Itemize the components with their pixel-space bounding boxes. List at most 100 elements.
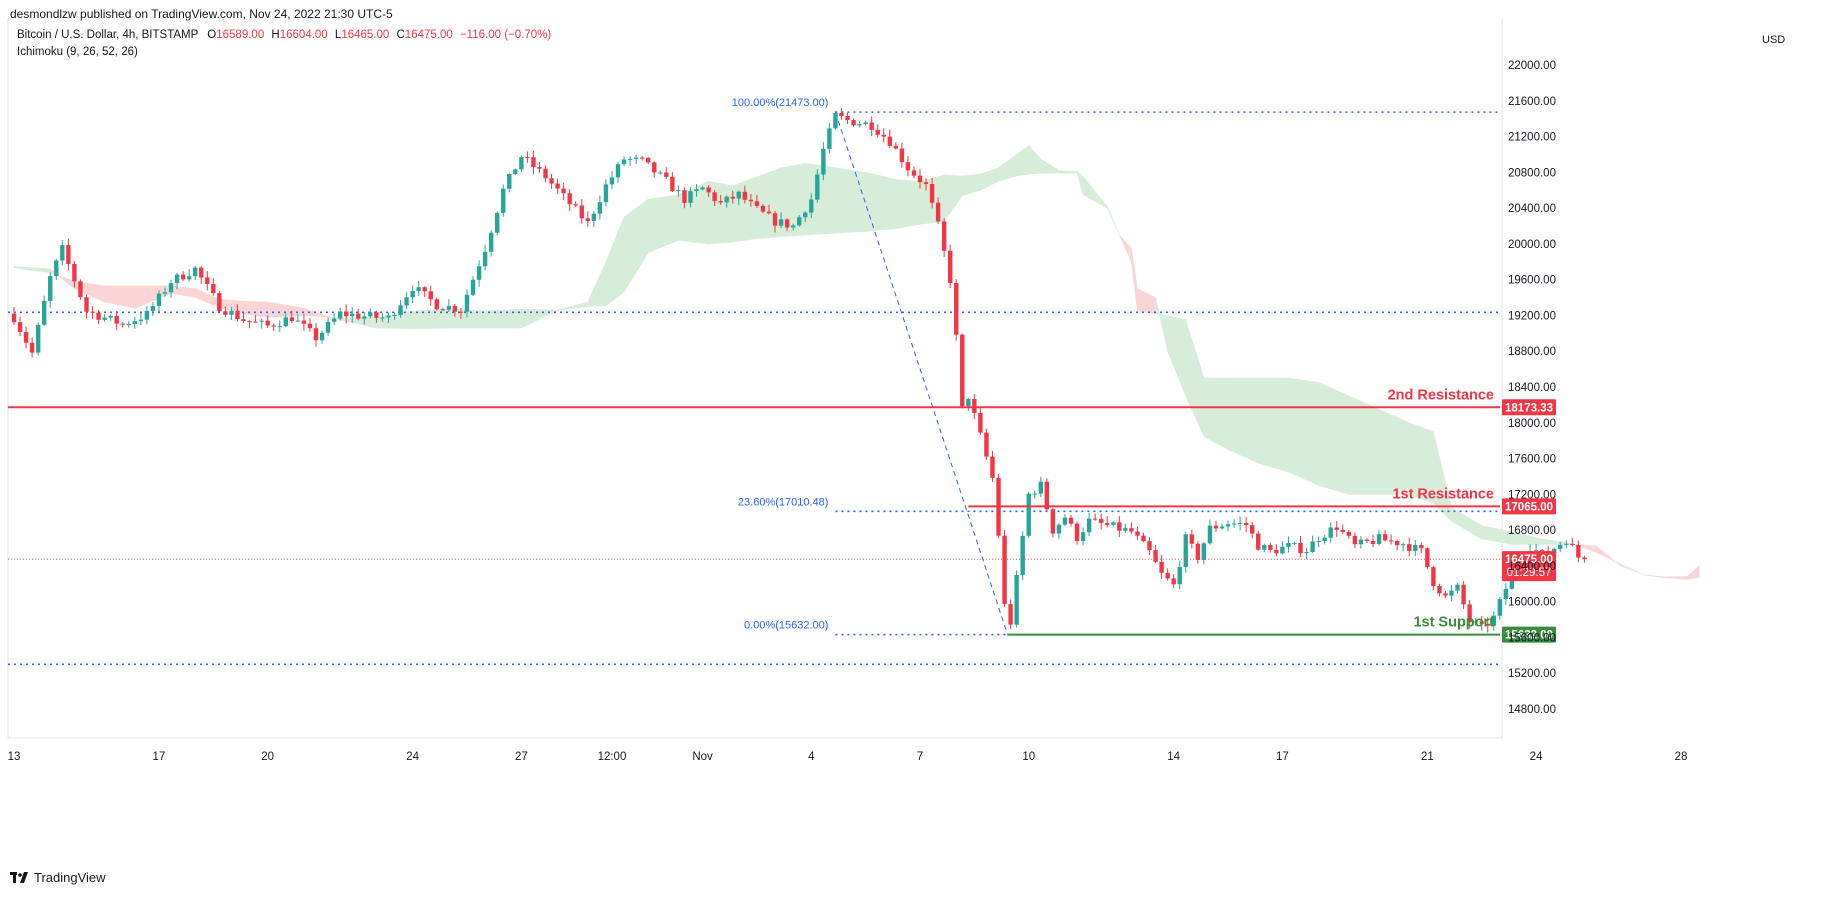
candle	[1183, 531, 1188, 573]
candle	[1358, 535, 1364, 549]
candle-body	[265, 320, 270, 326]
candle	[464, 289, 470, 318]
symbol-title[interactable]: Bitcoin / U.S. Dollar, 4h, BITSTAMP	[17, 29, 199, 41]
candle-body	[60, 245, 65, 261]
candle	[875, 124, 880, 138]
candle-body	[1491, 615, 1496, 626]
candle-body	[331, 318, 337, 322]
candle-body	[223, 311, 228, 315]
candle-body	[1159, 561, 1164, 573]
candle-body	[1135, 531, 1140, 536]
candle	[1382, 530, 1388, 542]
candle-body	[217, 293, 222, 312]
candle	[700, 185, 705, 191]
y-tick-label: 22000.00	[1508, 60, 1556, 72]
candle	[362, 311, 367, 325]
candle	[1062, 513, 1068, 527]
candle	[1147, 537, 1152, 555]
candle-body	[1177, 567, 1182, 585]
candle	[1388, 534, 1394, 545]
candle-body	[1002, 535, 1007, 605]
candle-body	[205, 277, 210, 284]
y-tick-label: 21600.00	[1508, 96, 1556, 108]
candle-body	[984, 432, 989, 457]
candle-body	[1074, 523, 1080, 541]
candle-body	[1080, 532, 1086, 541]
y-tick-label: 16800.00	[1508, 525, 1556, 537]
candle-body	[646, 157, 651, 163]
candle	[325, 317, 331, 336]
candle	[784, 218, 790, 232]
cloud-segment	[1433, 431, 1452, 522]
indicator-legend[interactable]: Ichimoku (9, 26, 52, 26)	[17, 46, 138, 58]
candle	[434, 297, 439, 311]
candle-body	[416, 287, 421, 292]
candle-body	[1328, 527, 1333, 538]
candle	[1195, 541, 1201, 564]
candle	[356, 308, 361, 321]
candle-body	[1286, 543, 1291, 547]
cloud-segment	[1058, 170, 1078, 174]
candle-body	[1461, 584, 1466, 605]
candle-body	[48, 276, 53, 301]
candle-body	[1237, 522, 1243, 524]
y-tick-label: 20800.00	[1508, 167, 1556, 179]
candle-body	[706, 187, 711, 193]
candle	[1274, 544, 1279, 557]
cloud-segment	[1131, 248, 1138, 312]
y-tick-label: 19200.00	[1508, 310, 1556, 322]
candle	[1364, 538, 1370, 544]
candle	[627, 156, 633, 167]
cloud-segment	[1040, 158, 1060, 174]
change-value: −116.00 (−0.70%)	[459, 29, 552, 41]
candle	[809, 193, 814, 219]
candle	[1443, 590, 1448, 599]
close-value: 16475.00	[404, 29, 453, 41]
cloud-segment	[1028, 144, 1042, 175]
candle	[978, 407, 983, 435]
candle-body	[1473, 621, 1478, 623]
candle	[966, 397, 971, 411]
candle	[168, 279, 174, 299]
candle-body	[1165, 572, 1170, 579]
candle	[658, 170, 663, 175]
candle	[609, 171, 615, 189]
candle-body	[1346, 531, 1352, 536]
candle-body	[1213, 525, 1219, 529]
candle-body	[1056, 524, 1062, 534]
candle	[199, 265, 204, 285]
level-name-label: 1st Support	[1413, 615, 1494, 631]
candle	[954, 279, 959, 341]
candle	[84, 294, 89, 319]
candle	[1394, 539, 1400, 551]
candle-body	[1062, 517, 1068, 525]
candle	[458, 307, 464, 319]
candle	[138, 313, 144, 325]
candle-body	[1533, 550, 1539, 552]
candle-body	[766, 211, 772, 214]
candle	[253, 314, 258, 323]
candle	[114, 310, 119, 331]
candle	[350, 307, 355, 323]
candle-body	[676, 190, 681, 192]
candle	[1086, 512, 1092, 537]
candle	[11, 306, 17, 325]
candle-body	[422, 287, 427, 292]
candle	[597, 195, 603, 220]
candle-body	[760, 205, 766, 212]
cloud-segment	[243, 300, 268, 318]
candle-body	[784, 219, 790, 228]
candle-body	[410, 291, 415, 298]
candle-body	[150, 306, 156, 311]
candle-body	[694, 189, 699, 192]
candle-body	[102, 317, 107, 320]
candle-body	[718, 201, 723, 203]
candle	[706, 185, 711, 197]
candle-body	[476, 266, 482, 280]
candle-body	[905, 162, 911, 171]
candle-body	[960, 334, 965, 407]
candle-body	[434, 299, 439, 310]
high-value: 16604.00	[279, 29, 328, 41]
candle-body	[1322, 537, 1327, 542]
